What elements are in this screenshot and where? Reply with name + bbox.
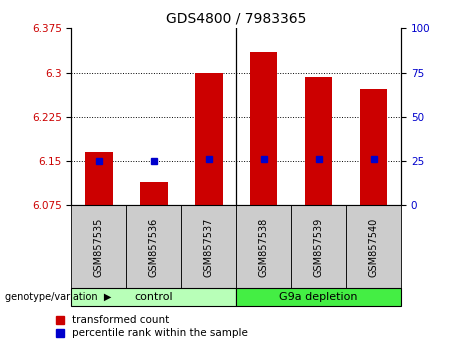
Text: GSM857538: GSM857538 xyxy=(259,217,269,276)
Text: GSM857537: GSM857537 xyxy=(204,217,214,276)
Text: GSM857536: GSM857536 xyxy=(149,217,159,276)
Bar xyxy=(346,205,401,289)
Legend: transformed count, percentile rank within the sample: transformed count, percentile rank withi… xyxy=(53,313,250,341)
Bar xyxy=(71,205,126,289)
Bar xyxy=(236,288,401,306)
Bar xyxy=(250,52,278,205)
Bar xyxy=(195,73,223,205)
Bar xyxy=(291,205,346,289)
Text: GSM857540: GSM857540 xyxy=(369,217,378,276)
Text: GSM857539: GSM857539 xyxy=(313,217,324,276)
Title: GDS4800 / 7983365: GDS4800 / 7983365 xyxy=(166,12,307,26)
Bar xyxy=(236,205,291,289)
Text: G9a depletion: G9a depletion xyxy=(279,292,358,302)
Text: genotype/variation  ▶: genotype/variation ▶ xyxy=(5,292,111,302)
Bar xyxy=(71,288,236,306)
Bar xyxy=(126,205,181,289)
Text: GSM857535: GSM857535 xyxy=(94,217,104,276)
Bar xyxy=(85,152,112,205)
Bar xyxy=(140,182,168,205)
Bar xyxy=(181,205,236,289)
Bar xyxy=(360,89,387,205)
Bar xyxy=(305,77,332,205)
Text: control: control xyxy=(135,292,173,302)
